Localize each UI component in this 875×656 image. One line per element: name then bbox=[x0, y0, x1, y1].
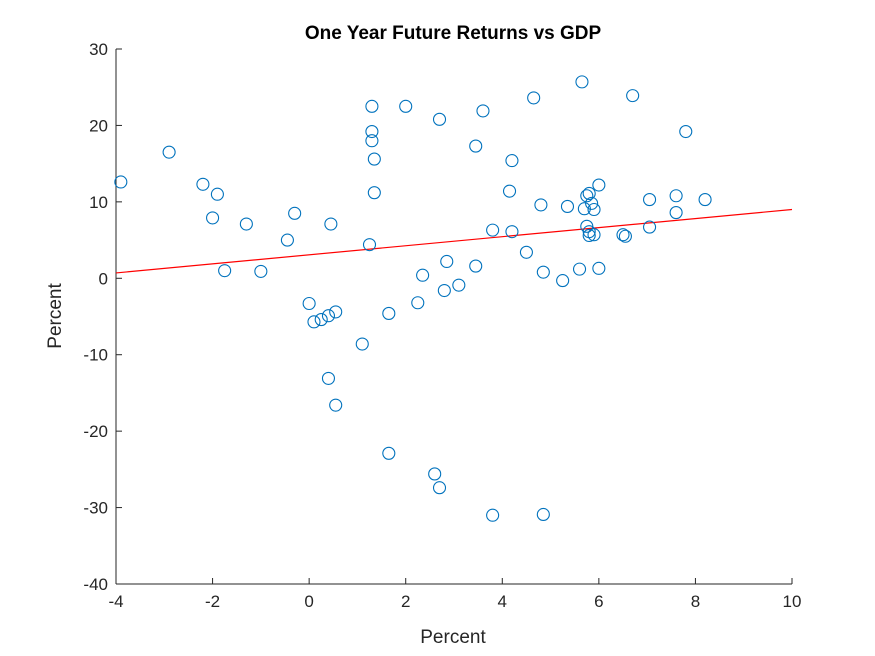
chart-title: One Year Future Returns vs GDP bbox=[305, 23, 602, 44]
data-point bbox=[206, 211, 220, 225]
y-tick-label: -40 bbox=[83, 575, 108, 594]
data-point bbox=[616, 228, 630, 242]
data-point bbox=[321, 371, 336, 385]
data-point bbox=[432, 112, 447, 126]
x-tick-label: 2 bbox=[401, 592, 410, 611]
x-axis-label: Percent bbox=[420, 627, 486, 648]
data-point bbox=[210, 187, 224, 201]
data-point bbox=[556, 274, 570, 288]
data-point bbox=[254, 264, 268, 278]
data-point bbox=[329, 398, 343, 412]
data-point bbox=[469, 259, 483, 273]
data-point bbox=[582, 186, 596, 200]
data-point bbox=[587, 202, 601, 217]
data-point bbox=[536, 507, 550, 522]
data-point bbox=[643, 220, 657, 234]
data-point bbox=[452, 278, 466, 292]
data-point bbox=[669, 206, 683, 220]
y-tick-label: 20 bbox=[89, 116, 108, 135]
x-tick-label: 10 bbox=[783, 592, 802, 611]
data-point bbox=[411, 296, 425, 310]
data-point bbox=[307, 315, 321, 329]
data-point bbox=[437, 283, 451, 298]
data-point bbox=[114, 175, 128, 189]
data-point bbox=[416, 268, 430, 282]
data-point bbox=[314, 313, 328, 327]
data-point bbox=[367, 186, 381, 200]
x-tick-label: -2 bbox=[205, 592, 220, 611]
x-tick-label: -4 bbox=[108, 592, 123, 611]
data-point bbox=[329, 305, 343, 319]
y-axis-label: Percent bbox=[45, 283, 66, 349]
data-point bbox=[362, 238, 377, 252]
data-point bbox=[587, 228, 601, 242]
fit-line-group bbox=[115, 208, 793, 274]
data-point bbox=[502, 184, 517, 198]
data-point bbox=[239, 217, 253, 231]
data-point bbox=[324, 217, 338, 231]
data-point bbox=[505, 154, 519, 168]
data-point bbox=[365, 134, 379, 148]
y-ticks: -40 -30 -20 -10 0 10 20 30 bbox=[83, 40, 122, 594]
data-point bbox=[534, 198, 548, 212]
data-point bbox=[355, 337, 369, 351]
y-tick-label: 30 bbox=[89, 40, 108, 59]
data-point bbox=[486, 508, 500, 522]
data-point bbox=[382, 306, 396, 320]
data-point bbox=[288, 206, 302, 220]
data-point bbox=[196, 177, 210, 191]
data-point bbox=[580, 189, 594, 203]
data-point bbox=[626, 89, 640, 103]
data-point bbox=[582, 228, 596, 243]
data-point bbox=[669, 189, 683, 203]
data-point bbox=[440, 254, 454, 269]
data-point bbox=[560, 199, 575, 213]
data-point bbox=[469, 139, 483, 153]
data-point bbox=[643, 193, 657, 207]
data-point bbox=[585, 196, 599, 210]
data-point bbox=[575, 75, 589, 89]
data-point bbox=[592, 178, 606, 192]
data-point bbox=[382, 446, 396, 460]
data-point bbox=[365, 99, 379, 113]
x-ticks: -4 -2 0 2 4 6 8 10 bbox=[108, 578, 801, 611]
y-tick-label: -20 bbox=[83, 422, 108, 441]
y-tick-label: 0 bbox=[99, 269, 108, 288]
data-point bbox=[399, 99, 413, 113]
y-tick-label: -30 bbox=[83, 499, 108, 518]
data-point bbox=[476, 104, 490, 118]
data-point bbox=[618, 229, 632, 243]
data-point bbox=[519, 245, 533, 259]
data-point bbox=[536, 265, 550, 279]
fit-line bbox=[115, 208, 793, 274]
x-tick-label: 0 bbox=[304, 592, 313, 611]
y-tick-label: 10 bbox=[89, 193, 108, 212]
data-point bbox=[428, 467, 442, 481]
data-point bbox=[679, 124, 693, 139]
data-point bbox=[486, 223, 500, 237]
data-point bbox=[572, 262, 587, 276]
x-tick-label: 8 bbox=[691, 592, 700, 611]
x-tick-label: 6 bbox=[594, 592, 603, 611]
data-point bbox=[218, 264, 232, 278]
y-tick-label: -10 bbox=[83, 346, 108, 365]
data-point bbox=[527, 91, 541, 105]
scatter-points bbox=[114, 75, 712, 522]
data-point bbox=[432, 481, 447, 495]
data-point bbox=[592, 261, 606, 275]
data-point bbox=[367, 152, 381, 166]
data-point bbox=[365, 124, 379, 139]
data-point bbox=[321, 309, 336, 323]
data-point bbox=[162, 145, 176, 159]
data-point bbox=[505, 225, 519, 239]
data-point bbox=[698, 193, 712, 207]
x-tick-label: 4 bbox=[498, 592, 507, 611]
data-point bbox=[302, 296, 316, 311]
data-point bbox=[280, 233, 294, 247]
